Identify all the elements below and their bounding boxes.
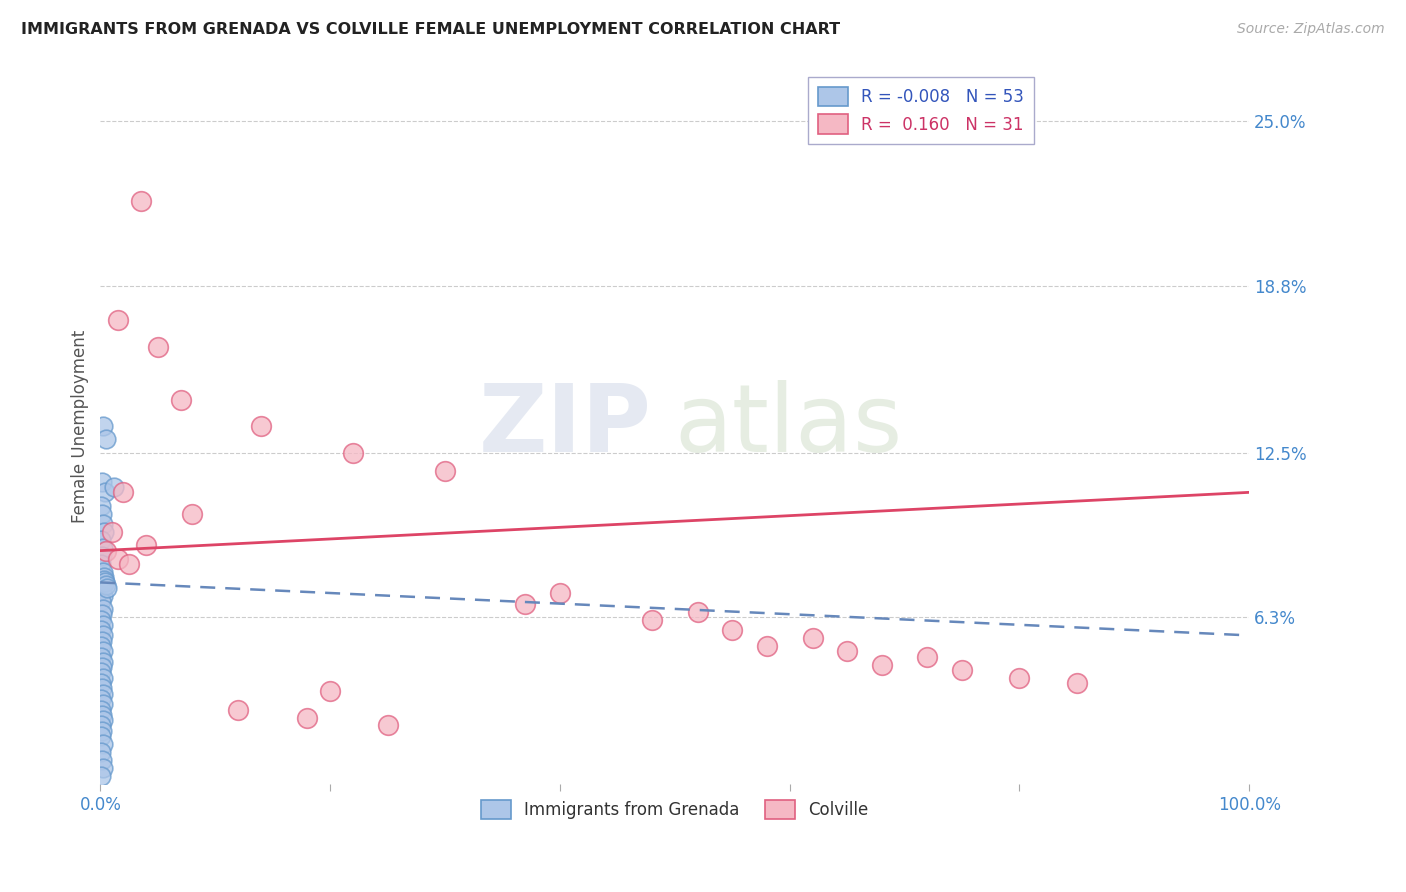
Point (755, 639, 778, 653)
Point (90, 702, 112, 716)
Point (686, 605, 709, 619)
Point (94, 543, 117, 558)
Point (91, 617, 114, 632)
Point (641, 613, 664, 627)
Point (515, 597, 537, 611)
Point (146, 340, 169, 354)
Point (118, 557, 141, 571)
Point (721, 623, 744, 637)
Point (91, 698, 114, 712)
Point (91, 633, 114, 648)
Point (90, 613, 112, 627)
Point (91, 475, 114, 489)
Point (107, 313, 129, 327)
Point (91, 655, 114, 669)
Point (91, 507, 114, 521)
Point (96, 581, 118, 595)
Point (107, 551, 129, 566)
Point (90, 769, 112, 783)
Point (103, 480, 125, 494)
Point (91, 419, 114, 434)
Point (91, 753, 114, 767)
Point (295, 710, 318, 724)
Point (90, 533, 112, 547)
Point (170, 392, 193, 407)
Point (91, 517, 114, 532)
Point (1008, 671, 1031, 685)
Point (950, 663, 973, 677)
Point (94, 578, 117, 592)
Point (94, 575, 117, 590)
Point (91, 565, 114, 579)
Legend: Immigrants from Grenada, Colville: Immigrants from Grenada, Colville (474, 793, 875, 825)
Point (135, 538, 157, 552)
Point (319, 684, 342, 698)
Point (93, 525, 115, 540)
Point (91, 660, 114, 674)
Point (91, 583, 114, 598)
Text: IMMIGRANTS FROM GRENADA VS COLVILLE FEMALE UNEMPLOYMENT CORRELATION CHART: IMMIGRANTS FROM GRENADA VS COLVILLE FEMA… (21, 22, 841, 37)
Text: Source: ZipAtlas.com: Source: ZipAtlas.com (1237, 22, 1385, 37)
Point (90, 745, 112, 759)
Point (181, 507, 204, 521)
Y-axis label: Female Unemployment: Female Unemployment (72, 329, 89, 523)
Point (90, 594, 112, 608)
Point (90, 623, 112, 637)
Point (91, 628, 114, 642)
Point (94, 485, 117, 500)
Point (91, 549, 114, 563)
Point (377, 718, 399, 732)
Point (91, 723, 114, 738)
Point (90, 692, 112, 706)
Point (91, 681, 114, 696)
Point (91, 671, 114, 685)
Point (801, 631, 824, 645)
Point (870, 657, 893, 672)
Text: ZIP: ZIP (479, 380, 652, 472)
Point (90, 718, 112, 732)
Point (91, 607, 114, 622)
Point (91, 541, 114, 555)
Point (129, 194, 152, 208)
Point (342, 445, 364, 459)
Point (101, 525, 124, 540)
Point (917, 649, 939, 664)
Point (91, 737, 114, 751)
Point (433, 464, 456, 478)
Point (1066, 676, 1088, 690)
Point (90, 676, 112, 690)
Point (91, 589, 114, 603)
Point (91, 761, 114, 775)
Point (835, 644, 858, 658)
Point (226, 702, 249, 716)
Point (91, 713, 114, 727)
Point (90, 665, 112, 680)
Point (91, 644, 114, 658)
Point (94, 433, 117, 447)
Point (91, 687, 114, 701)
Point (93, 573, 115, 587)
Point (90, 578, 112, 592)
Point (112, 485, 135, 500)
Point (548, 586, 571, 600)
Point (90, 639, 112, 653)
Point (91, 602, 114, 616)
Point (90, 729, 112, 743)
Point (91, 707, 114, 722)
Point (93, 570, 115, 584)
Text: atlas: atlas (675, 380, 903, 472)
Point (90, 557, 112, 571)
Point (250, 419, 273, 434)
Point (90, 649, 112, 664)
Point (90, 499, 112, 513)
